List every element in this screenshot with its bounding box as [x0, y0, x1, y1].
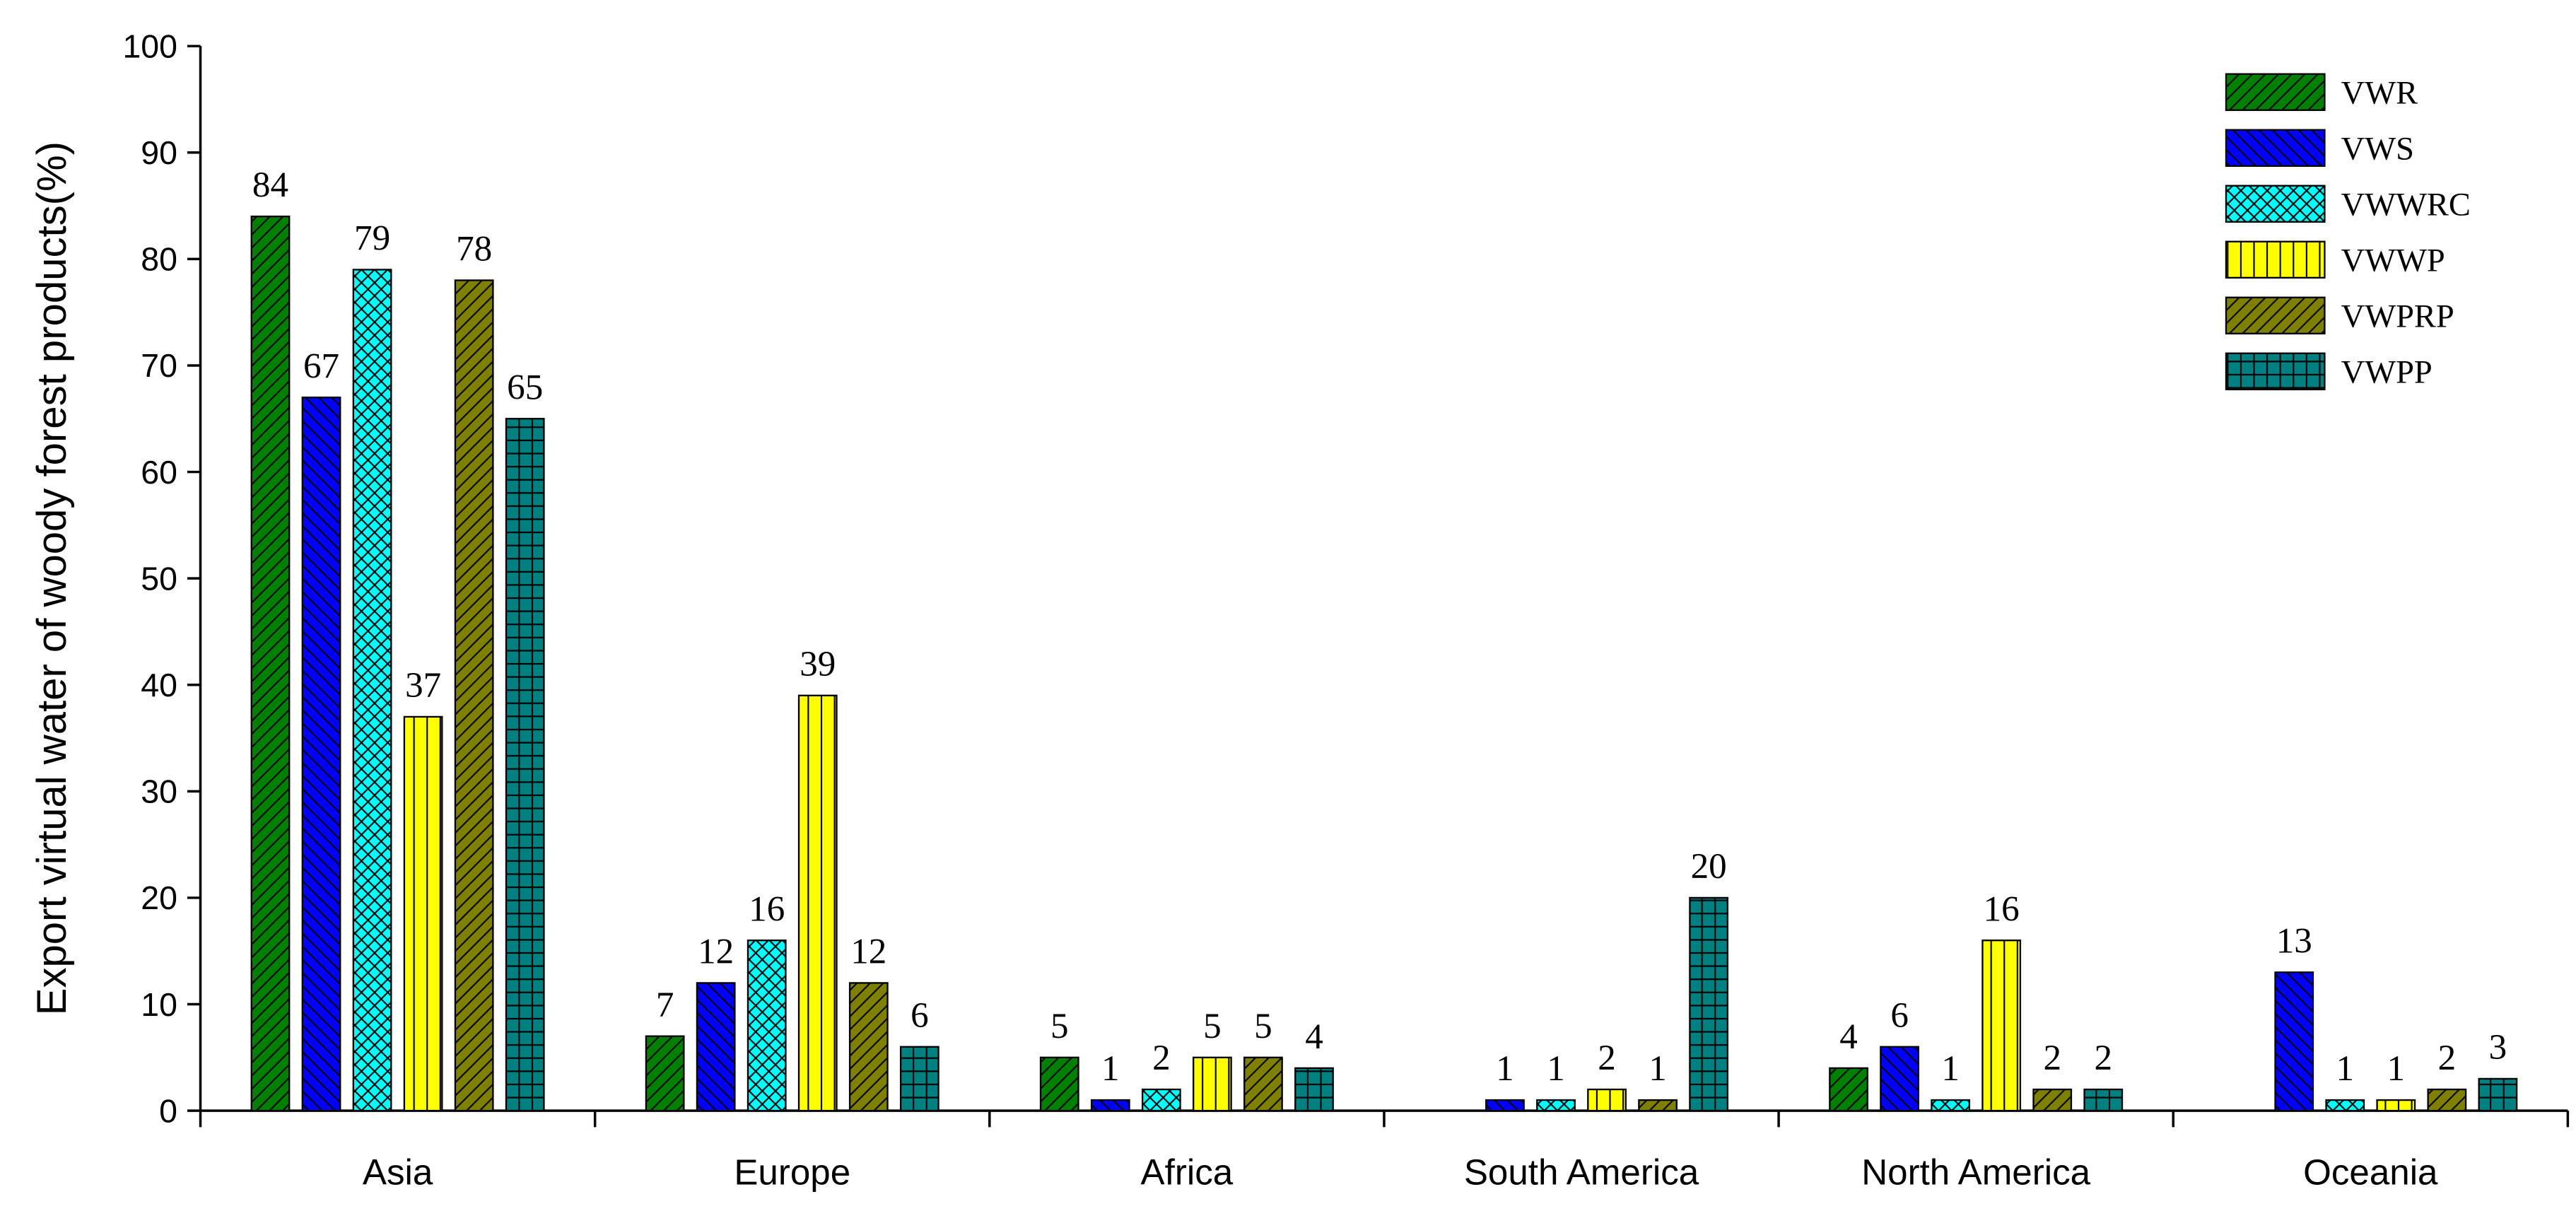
data-label: 1 — [1547, 1048, 1565, 1089]
data-label: 39 — [800, 644, 836, 684]
bar — [1485, 1099, 1525, 1112]
bar — [250, 215, 291, 1112]
y-tick-label: 60 — [141, 454, 177, 491]
data-label: 2 — [2094, 1038, 2112, 1078]
data-label: 79 — [354, 218, 390, 259]
y-tick-label: 20 — [141, 879, 177, 916]
data-label: 78 — [456, 229, 492, 269]
bar — [899, 1046, 939, 1112]
x-tick-label: North America — [1861, 1152, 2090, 1193]
data-label: 2 — [1152, 1038, 1171, 1078]
bar — [1090, 1099, 1130, 1112]
data-label: 84 — [252, 165, 288, 205]
bar — [1880, 1046, 1919, 1112]
legend-label: VWWRC — [2341, 187, 2471, 223]
legend-swatch — [2225, 185, 2326, 223]
y-axis-label: Export virtual water of woody forest pro… — [29, 141, 75, 1015]
bar — [2427, 1088, 2467, 1112]
data-label: 6 — [911, 995, 929, 1036]
bar — [747, 940, 787, 1112]
data-label: 1 — [1101, 1048, 1120, 1089]
bar — [1981, 940, 2022, 1112]
legend-label: VWWP — [2341, 243, 2445, 279]
bar — [645, 1035, 685, 1112]
data-label: 3 — [2489, 1027, 2507, 1067]
data-label: 4 — [1305, 1017, 1323, 1057]
data-label: 2 — [2043, 1038, 2061, 1078]
legend-swatch — [2225, 129, 2326, 167]
legend-label: VWPRP — [2341, 299, 2454, 335]
data-label: 20 — [1691, 846, 1727, 887]
x-tick-label: South America — [1464, 1152, 1699, 1193]
bar — [797, 694, 838, 1112]
bar — [301, 396, 341, 1112]
x-tick-label: Europe — [734, 1152, 850, 1193]
x-tick-label: Asia — [363, 1152, 433, 1193]
bar — [1931, 1099, 1971, 1112]
data-label: 16 — [749, 889, 785, 929]
bar — [1294, 1067, 1334, 1112]
data-label: 12 — [698, 932, 734, 972]
bar — [403, 715, 443, 1112]
data-label: 4 — [1839, 1017, 1858, 1057]
bar — [352, 269, 392, 1112]
bar — [2478, 1077, 2518, 1112]
data-label: 5 — [1254, 1006, 1272, 1046]
bar — [2032, 1088, 2073, 1112]
bar — [1829, 1067, 1868, 1112]
y-tick-label: 100 — [122, 28, 177, 64]
bar — [696, 982, 736, 1112]
data-label: 1 — [2387, 1048, 2406, 1089]
bar — [2325, 1099, 2365, 1112]
legend-swatch — [2225, 240, 2326, 279]
data-label: 5 — [1203, 1006, 1222, 1046]
data-label: 1 — [1496, 1048, 1514, 1089]
data-label: 12 — [850, 932, 886, 972]
y-tick-label: 0 — [159, 1092, 177, 1129]
y-tick-label: 70 — [141, 347, 177, 384]
bar — [1141, 1088, 1181, 1112]
legend-swatch — [2225, 73, 2326, 111]
data-label: 1 — [2336, 1048, 2355, 1089]
data-label: 2 — [2438, 1038, 2457, 1078]
data-label: 1 — [1649, 1048, 1667, 1089]
y-tick-label: 50 — [141, 560, 177, 597]
data-label: 13 — [2276, 920, 2312, 961]
y-tick-label: 40 — [141, 667, 177, 703]
x-tick-label: Oceania — [2303, 1152, 2438, 1193]
data-label: 7 — [656, 985, 674, 1025]
bar — [2274, 971, 2314, 1112]
x-tick-label: Africa — [1141, 1152, 1234, 1193]
y-tick-label: 10 — [141, 986, 177, 1023]
bar — [2376, 1099, 2416, 1112]
bar — [1193, 1056, 1232, 1112]
data-label: 2 — [1598, 1038, 1616, 1078]
data-label: 1 — [1941, 1048, 1960, 1089]
data-label: 5 — [1050, 1006, 1069, 1046]
bar — [848, 982, 889, 1112]
y-tick-label: 30 — [141, 773, 177, 810]
legend-label: VWPP — [2341, 355, 2432, 391]
bar — [1039, 1056, 1079, 1112]
data-label: 6 — [1890, 995, 1909, 1036]
legend-label: VWR — [2341, 76, 2418, 112]
bar — [2083, 1088, 2124, 1112]
bar — [1243, 1056, 1283, 1112]
legend-label: VWS — [2341, 131, 2414, 168]
data-label: 65 — [507, 367, 543, 407]
bar — [1638, 1099, 1678, 1112]
y-tick-label: 80 — [141, 241, 177, 278]
y-tick-label: 90 — [141, 134, 177, 171]
bar — [1689, 896, 1729, 1112]
legend-swatch — [2225, 352, 2326, 391]
bar — [454, 279, 494, 1112]
data-label: 16 — [1984, 889, 2020, 929]
data-label: 37 — [405, 665, 441, 706]
bar — [1587, 1088, 1627, 1112]
bar — [1536, 1099, 1576, 1112]
data-label: 67 — [303, 346, 339, 386]
legend-swatch — [2225, 296, 2326, 335]
bar — [505, 418, 545, 1112]
